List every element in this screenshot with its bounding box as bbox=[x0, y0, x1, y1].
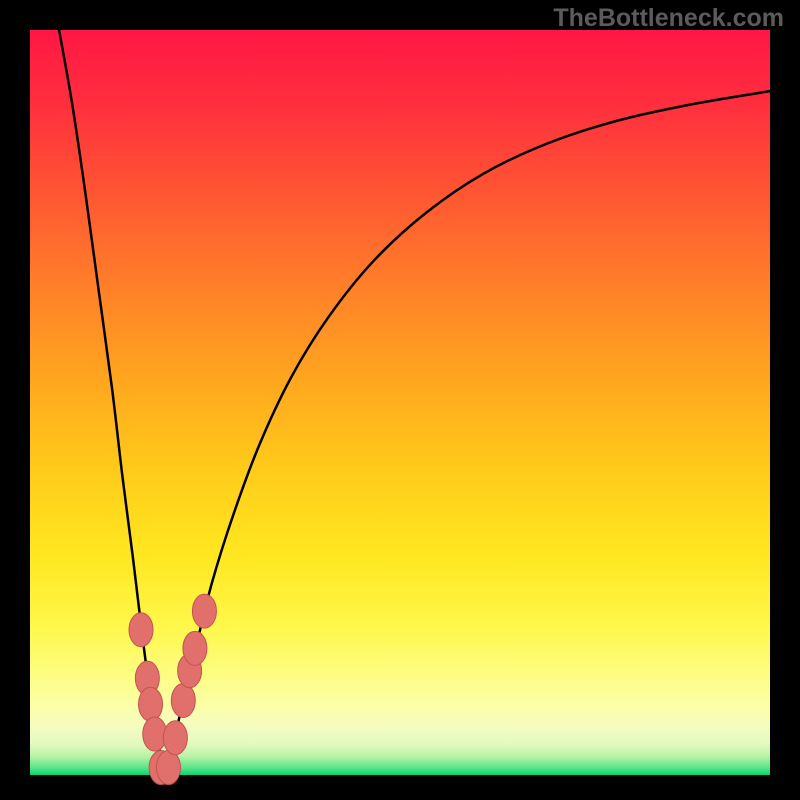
chart-container: TheBottleneck.com bbox=[0, 0, 800, 800]
data-marker bbox=[171, 684, 195, 718]
data-marker bbox=[156, 751, 180, 785]
data-marker bbox=[183, 631, 207, 665]
data-marker bbox=[129, 613, 153, 647]
bottleneck-curve-chart bbox=[0, 0, 800, 800]
data-marker bbox=[139, 687, 163, 721]
data-marker bbox=[192, 594, 216, 628]
data-marker bbox=[163, 721, 187, 755]
